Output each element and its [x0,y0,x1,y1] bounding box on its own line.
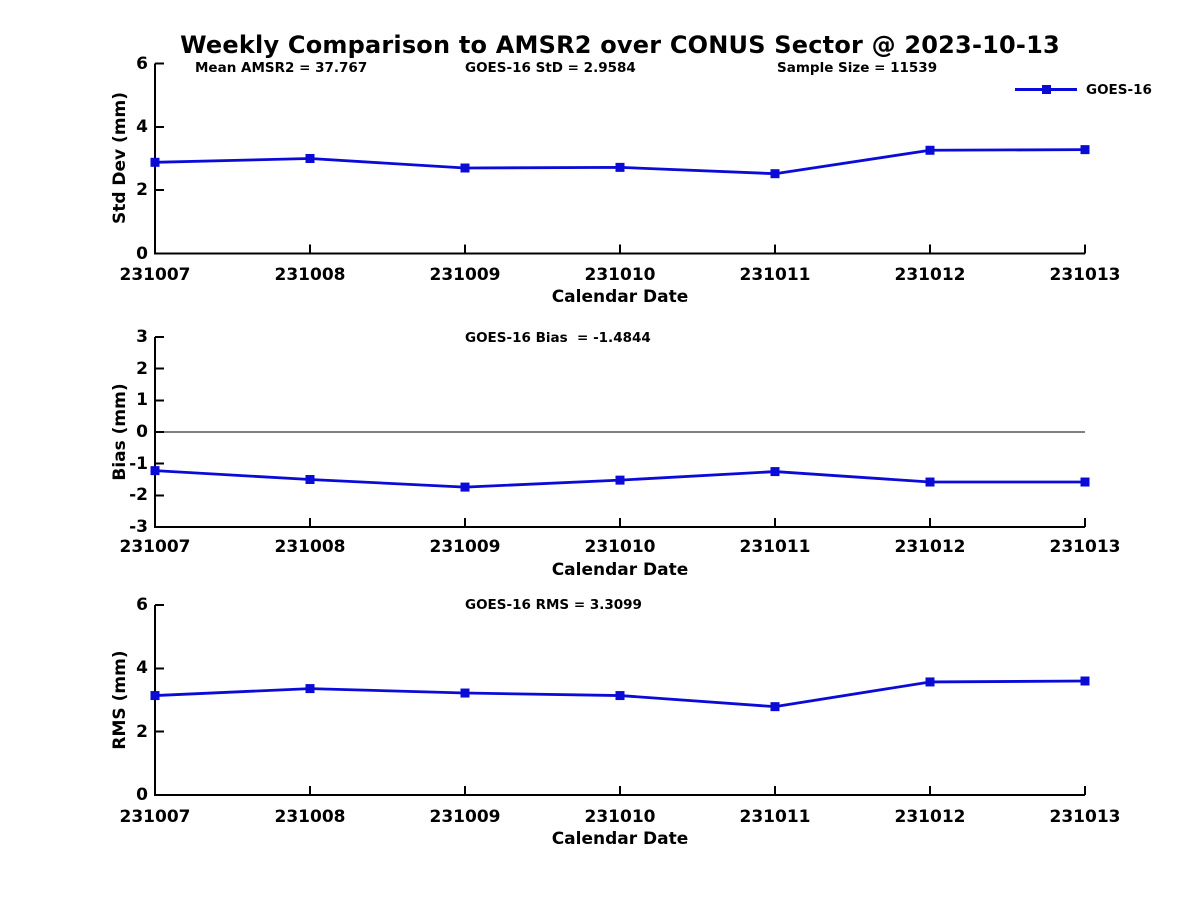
x-tick-label: 231008 [274,537,346,557]
x-tick-label: 231010 [584,265,656,285]
x-tick-label: 231010 [584,806,656,827]
y-tick-label: 0 [136,243,148,264]
x-tick-label: 231012 [894,537,966,557]
x-tick-label: 231008 [274,265,346,285]
y-tick-label: 0 [136,422,148,442]
x-tick-label: 231013 [1049,537,1121,557]
y-tick-label: 2 [136,721,148,742]
x-tick-label: 231013 [1049,265,1121,285]
y-tick-label: 3 [136,327,148,347]
legend-marker-icon [1042,85,1051,94]
y-tick-label: 4 [136,116,148,137]
xlabel-calendar-date-1: Calendar Date [551,287,689,307]
x-tick-label: 231010 [584,537,656,557]
y-tick-label: 2 [136,358,148,379]
x-tick-label: 231007 [119,806,191,827]
y-tick-label: 2 [136,180,148,201]
x-tick-label: 231007 [119,265,191,285]
y-tick-label: 1 [136,390,148,411]
xlabel-calendar-date-3: Calendar Date [551,829,689,849]
y-tick-label: 6 [136,53,148,74]
annotation-goes16-rms: GOES-16 RMS = 3.3099 [465,597,642,613]
ylabel-std-dev: Std Dev (mm) [110,91,130,225]
x-tick-label: 231009 [429,537,501,557]
y-tick-label: 6 [136,595,148,615]
annotation-goes16-bias: GOES-16 Bias = -1.4844 [465,330,651,346]
y-tick-label: 4 [136,658,148,679]
x-tick-label: 231008 [274,806,346,827]
x-tick-label: 231012 [894,806,966,827]
annotation-mean-amsr2: Mean AMSR2 = 37.767 [195,60,368,76]
annotation-sample-size: Sample Size = 11539 [777,60,938,76]
chart-title: Weekly Comparison to AMSR2 over CONUS Se… [180,31,1060,59]
x-tick-label: 231009 [429,265,501,285]
y-tick-label: -1 [129,453,148,474]
annotation-goes16-std: GOES-16 StD = 2.9584 [465,60,636,76]
x-tick-label: 231013 [1049,806,1121,827]
x-tick-label: 231012 [894,265,966,285]
y-tick-label: 0 [136,785,148,805]
xlabel-calendar-date-2: Calendar Date [551,560,689,580]
y-tick-label: -2 [129,485,148,506]
x-tick-label: 231011 [739,265,811,285]
x-tick-label: 231011 [739,537,811,557]
x-tick-label: 231007 [119,537,191,557]
y-tick-label: -3 [129,517,148,537]
x-tick-label: 231011 [739,806,811,827]
x-tick-label: 231009 [429,806,501,827]
legend-label: GOES-16 [1086,82,1152,98]
